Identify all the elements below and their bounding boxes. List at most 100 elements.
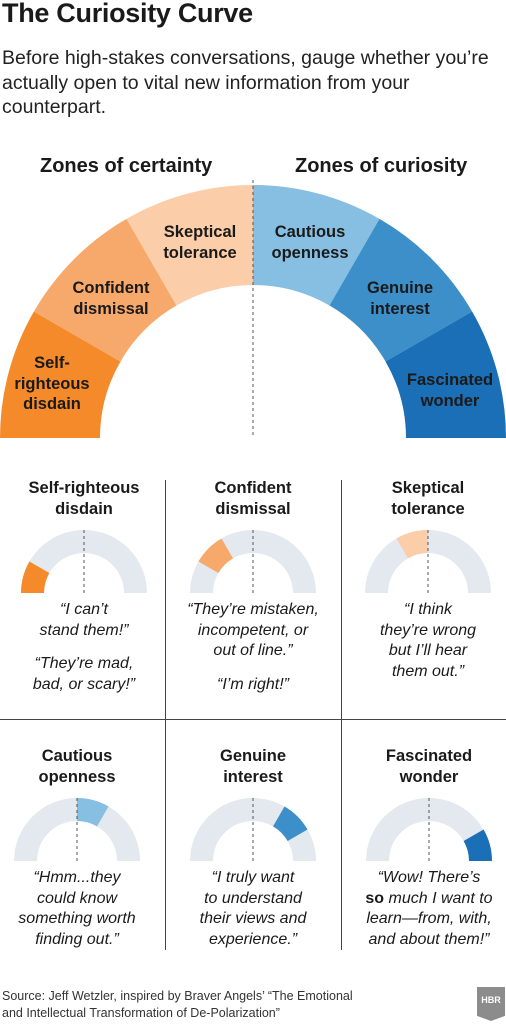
grid-divider <box>341 480 342 950</box>
panel-title: Genuine interest <box>169 746 337 787</box>
quote: “I’m right!” <box>169 675 337 696</box>
quote-line: learn—from, with, <box>366 910 492 927</box>
gauge-track <box>365 530 491 593</box>
quote-line: so much I want to <box>345 889 506 910</box>
panel-title-line: Cautious <box>41 747 113 765</box>
curiosity-curve-arc <box>0 180 506 438</box>
panel-title-line: Fascinated <box>385 747 473 765</box>
panel-title: Cautious openness <box>0 746 161 787</box>
arc-label-line: wonder <box>420 391 480 410</box>
subtitle: Before high-stakes conversations, gauge … <box>2 47 489 118</box>
quote-line: experience.” <box>208 930 298 948</box>
panel-title-line: wonder <box>399 767 459 786</box>
gauge-highlight <box>21 561 50 593</box>
quote: “I think they’re wrong but I’ll hear the… <box>344 600 506 682</box>
arc-label-line: Confident <box>72 279 150 297</box>
quote: “Hmm...they could know something worth f… <box>0 868 161 950</box>
mini-gauge <box>365 530 491 593</box>
panel-title-line: interest <box>223 767 283 786</box>
panel-fascinated-wonder: Fascinated wonder “Wow! There’s so much … <box>345 734 506 964</box>
quote-line: to understand <box>204 889 302 907</box>
arc-segment-fascinated-wonder <box>385 311 506 438</box>
gauge-highlight <box>273 806 308 841</box>
arc-segment-self-righteous-disdain <box>0 311 121 438</box>
arc-label-fascinated-wonder: Fascinated wonder <box>394 370 506 411</box>
zones-of-curiosity-heading: Zones of curiosity <box>295 155 468 177</box>
mini-gauge <box>190 798 316 861</box>
arc-segment-cautious-openness <box>253 185 380 306</box>
arc-label-genuine-interest: Genuine interest <box>345 278 455 319</box>
quote-line: incompetent, or <box>197 621 309 639</box>
arc-label-line: dismissal <box>73 299 149 318</box>
quote-line: and about them!” <box>368 930 490 948</box>
quote-fragment: “Wow! There’s <box>377 869 481 886</box>
arc-label-confident-dismissal: Confident dismissal <box>56 278 166 319</box>
gauge-track <box>366 798 492 861</box>
arc-segment-confident-dismissal <box>33 218 177 362</box>
quote: “Wow! There’s so much I want to learn—fr… <box>345 868 506 950</box>
arc-label-line: Fascinated <box>406 371 494 389</box>
grid-divider <box>0 719 506 720</box>
arc-label-line: openness <box>271 243 349 262</box>
arc-label-cautious-openness: Cautious openness <box>255 222 365 263</box>
quote-line: “I can’t <box>59 601 108 618</box>
quote-fragment: much I want to <box>384 889 493 907</box>
quote-line: could know <box>36 889 118 907</box>
panel-title: Self-righteous disdain <box>0 478 168 519</box>
arc-label-skeptical-tolerance: Skeptical tolerance <box>145 222 255 263</box>
mini-gauge <box>366 798 492 861</box>
quote-line: their views and <box>199 910 307 927</box>
quote-line: out of line.” <box>213 642 293 659</box>
panel-confident-dismissal: Confident dismissal “They’re mistaken, i… <box>169 466 337 716</box>
quote-line: “Wow! There’s <box>345 868 506 889</box>
panel-title: Skeptical tolerance <box>344 478 506 519</box>
quote-line: “I think <box>403 601 452 618</box>
quote: “I can’t stand them!” <box>0 600 168 641</box>
mini-gauge <box>14 798 140 861</box>
arc-label-line: disdain <box>23 395 81 413</box>
quote-line: “I truly want <box>211 869 295 886</box>
quote-line: “Hmm...they <box>33 869 121 886</box>
gauge-track <box>14 798 140 861</box>
gauge-highlight <box>463 829 492 861</box>
panel-genuine-interest: Genuine interest “I truly want to unders… <box>169 734 337 964</box>
gauge-highlight <box>396 530 428 559</box>
arc-label-line: Skeptical <box>163 223 237 241</box>
panel-title-line: Confident <box>214 479 292 497</box>
panel-skeptical-tolerance: Skeptical tolerance “I think they’re wro… <box>344 466 506 716</box>
arc-label-self-righteous-disdain: Self- righteous disdain <box>0 353 104 415</box>
panel-title-line: dismissal <box>215 499 291 518</box>
hbr-logo: HBR <box>477 987 505 1021</box>
quote-line: “I’m right!” <box>217 676 289 693</box>
source-line: and Intellectual Transformation of De-Po… <box>2 1005 280 1020</box>
gauge-track <box>21 530 147 593</box>
gauge-highlight <box>198 538 233 573</box>
quote-line: “They’re mistaken, <box>187 601 319 618</box>
mini-gauge <box>190 530 316 593</box>
quote-line: they’re wrong <box>379 621 477 639</box>
arc-segment-genuine-interest <box>329 218 473 362</box>
source-note: Source: Jeff Wetzler, inspired by Braver… <box>2 988 353 1021</box>
panel-title-line: tolerance <box>391 499 465 518</box>
arc-label-line: Self- <box>34 354 70 372</box>
mini-gauge <box>21 530 147 593</box>
quote-line: finding out.” <box>35 930 119 948</box>
panel-cautious-openness: Cautious openness “Hmm...they could know… <box>0 734 161 964</box>
panel-title-line: Skeptical <box>391 479 465 497</box>
quote-line: “They’re mad, <box>34 655 134 672</box>
quote: “I truly want to understand their views … <box>169 868 337 950</box>
panel-title-line: openness <box>38 767 116 786</box>
panel-title: Confident dismissal <box>169 478 337 519</box>
arc-label-line: Cautious <box>274 223 346 241</box>
panel-title-line: Genuine <box>219 747 286 765</box>
quote-emphasis: so <box>365 889 385 907</box>
source-line: Source: Jeff Wetzler, inspired by Braver… <box>2 989 353 1003</box>
quote-line: bad, or scary!” <box>32 675 136 693</box>
panel-title-line: disdain <box>55 499 113 518</box>
grid-divider <box>165 480 166 950</box>
quote-line: them out.” <box>391 662 465 680</box>
arc-label-line: interest <box>370 299 430 318</box>
quote-line: but I’ll hear <box>388 642 468 659</box>
panel-title: Fascinated wonder <box>345 746 506 787</box>
arc-label-line: Genuine <box>366 279 433 297</box>
